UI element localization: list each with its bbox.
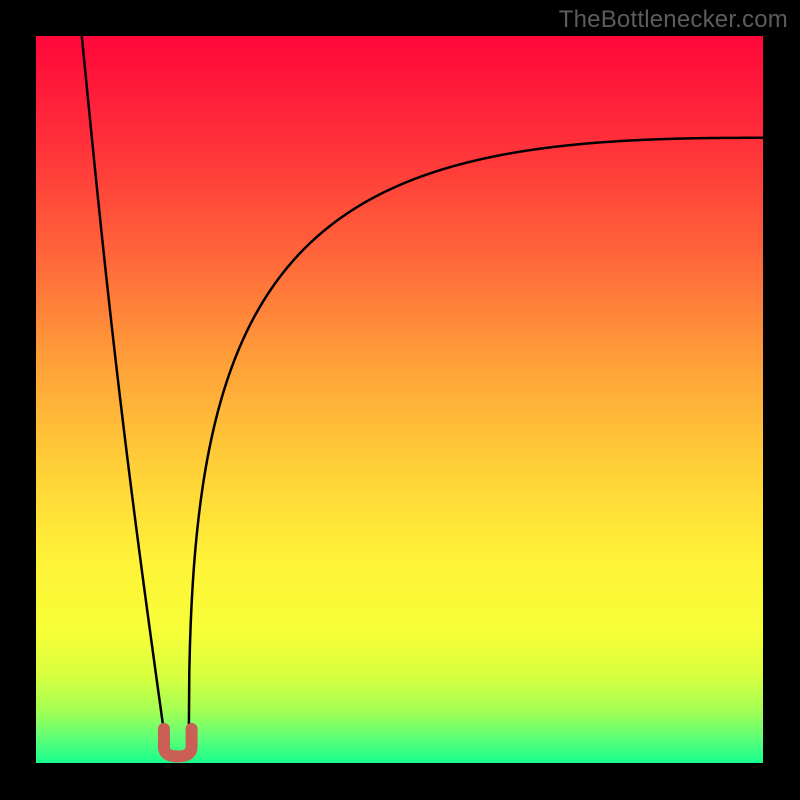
- watermark-text: TheBottlenecker.com: [559, 6, 788, 34]
- bottleneck-chart: [0, 0, 800, 800]
